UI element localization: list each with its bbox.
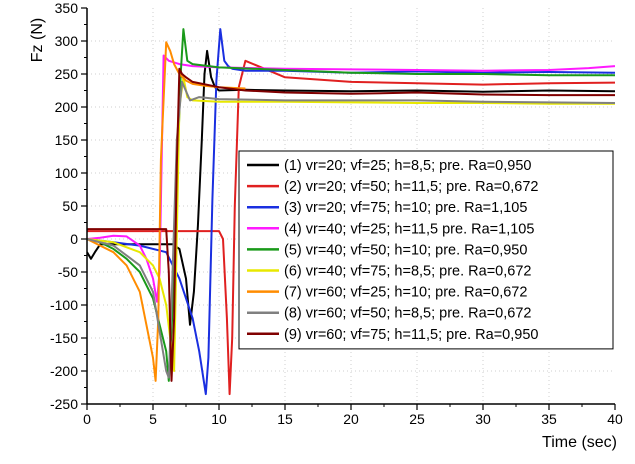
legend-label-7: (7) vr=60; vf=25; h=10; pre. Ra=0,672 bbox=[284, 285, 527, 301]
y-tick-label: -150 bbox=[50, 330, 78, 346]
y-axis-title: Fz (N) bbox=[29, 18, 46, 62]
y-tick-label: -250 bbox=[50, 396, 78, 412]
series-line-4 bbox=[87, 54, 615, 303]
legend-label-9: (9) vr=60; vf=75; h=11,5; pre. Ra=0,950 bbox=[284, 327, 538, 343]
x-tick-label: 15 bbox=[277, 411, 293, 427]
y-tick-label: -50 bbox=[58, 264, 78, 280]
legend-label-8: (8) vr=60; vf=50; h=8,5; pre. Ra=0,672 bbox=[284, 306, 531, 322]
y-tick-label: 100 bbox=[55, 165, 79, 181]
x-tick-label: 5 bbox=[149, 411, 157, 427]
axes: 0 5 10 15 20 25 30 35 40 -250 -200 -150 -100 -50 0 50 10… bbox=[50, 0, 623, 427]
series-line-8 bbox=[87, 80, 615, 379]
legend: (1) vr=20; vf=25; h=8,5; pre. Ra=0,950 (2… bbox=[238, 150, 614, 350]
series-line-9 bbox=[87, 67, 615, 382]
y-tick-label: 250 bbox=[55, 66, 79, 82]
y-tick-label: -200 bbox=[50, 363, 78, 379]
legend-label-1: (1) vr=20; vf=25; h=8,5; pre. Ra=0,950 bbox=[284, 158, 531, 174]
x-tick-label: 40 bbox=[607, 411, 623, 427]
y-tick-label: 350 bbox=[55, 0, 79, 16]
y-tick-label: 150 bbox=[55, 132, 79, 148]
x-tick-label: 0 bbox=[83, 411, 91, 427]
legend-label-6: (6) vr=40; vf=75; h=8,5; pre. Ra=0,672 bbox=[284, 264, 531, 280]
series-line-2 bbox=[87, 59, 615, 396]
legend-label-4: (4) vr=40; vf=25; h=11,5 pre. Ra=1,105 bbox=[284, 221, 534, 237]
legend-label-2: (2) vr=20; vf=50; h=11,5; pre. Ra=0,672 bbox=[284, 179, 538, 195]
y-tick-label: 50 bbox=[62, 198, 78, 214]
x-tick-label: 10 bbox=[211, 411, 227, 427]
series-line-7 bbox=[87, 41, 246, 382]
series-lines bbox=[87, 28, 615, 396]
x-tick-label: 20 bbox=[343, 411, 359, 427]
x-tick-label: 25 bbox=[409, 411, 425, 427]
legend-label-5: (5) vr=40; vf=50; h=10; pre. Ra=0,950 bbox=[284, 242, 527, 258]
legend-box bbox=[238, 150, 614, 350]
y-tick-label: -100 bbox=[50, 297, 78, 313]
x-tick-label: 35 bbox=[541, 411, 557, 427]
y-tick-label: 0 bbox=[70, 231, 78, 247]
y-tick-label: 300 bbox=[55, 33, 79, 49]
x-axis-title: Time (sec) bbox=[542, 434, 617, 451]
y-tick-label: 200 bbox=[55, 99, 79, 115]
x-tick-label: 30 bbox=[475, 411, 491, 427]
legend-label-3: (3) vr=20; vf=75; h=10; pre. Ra=1,105 bbox=[284, 200, 527, 216]
